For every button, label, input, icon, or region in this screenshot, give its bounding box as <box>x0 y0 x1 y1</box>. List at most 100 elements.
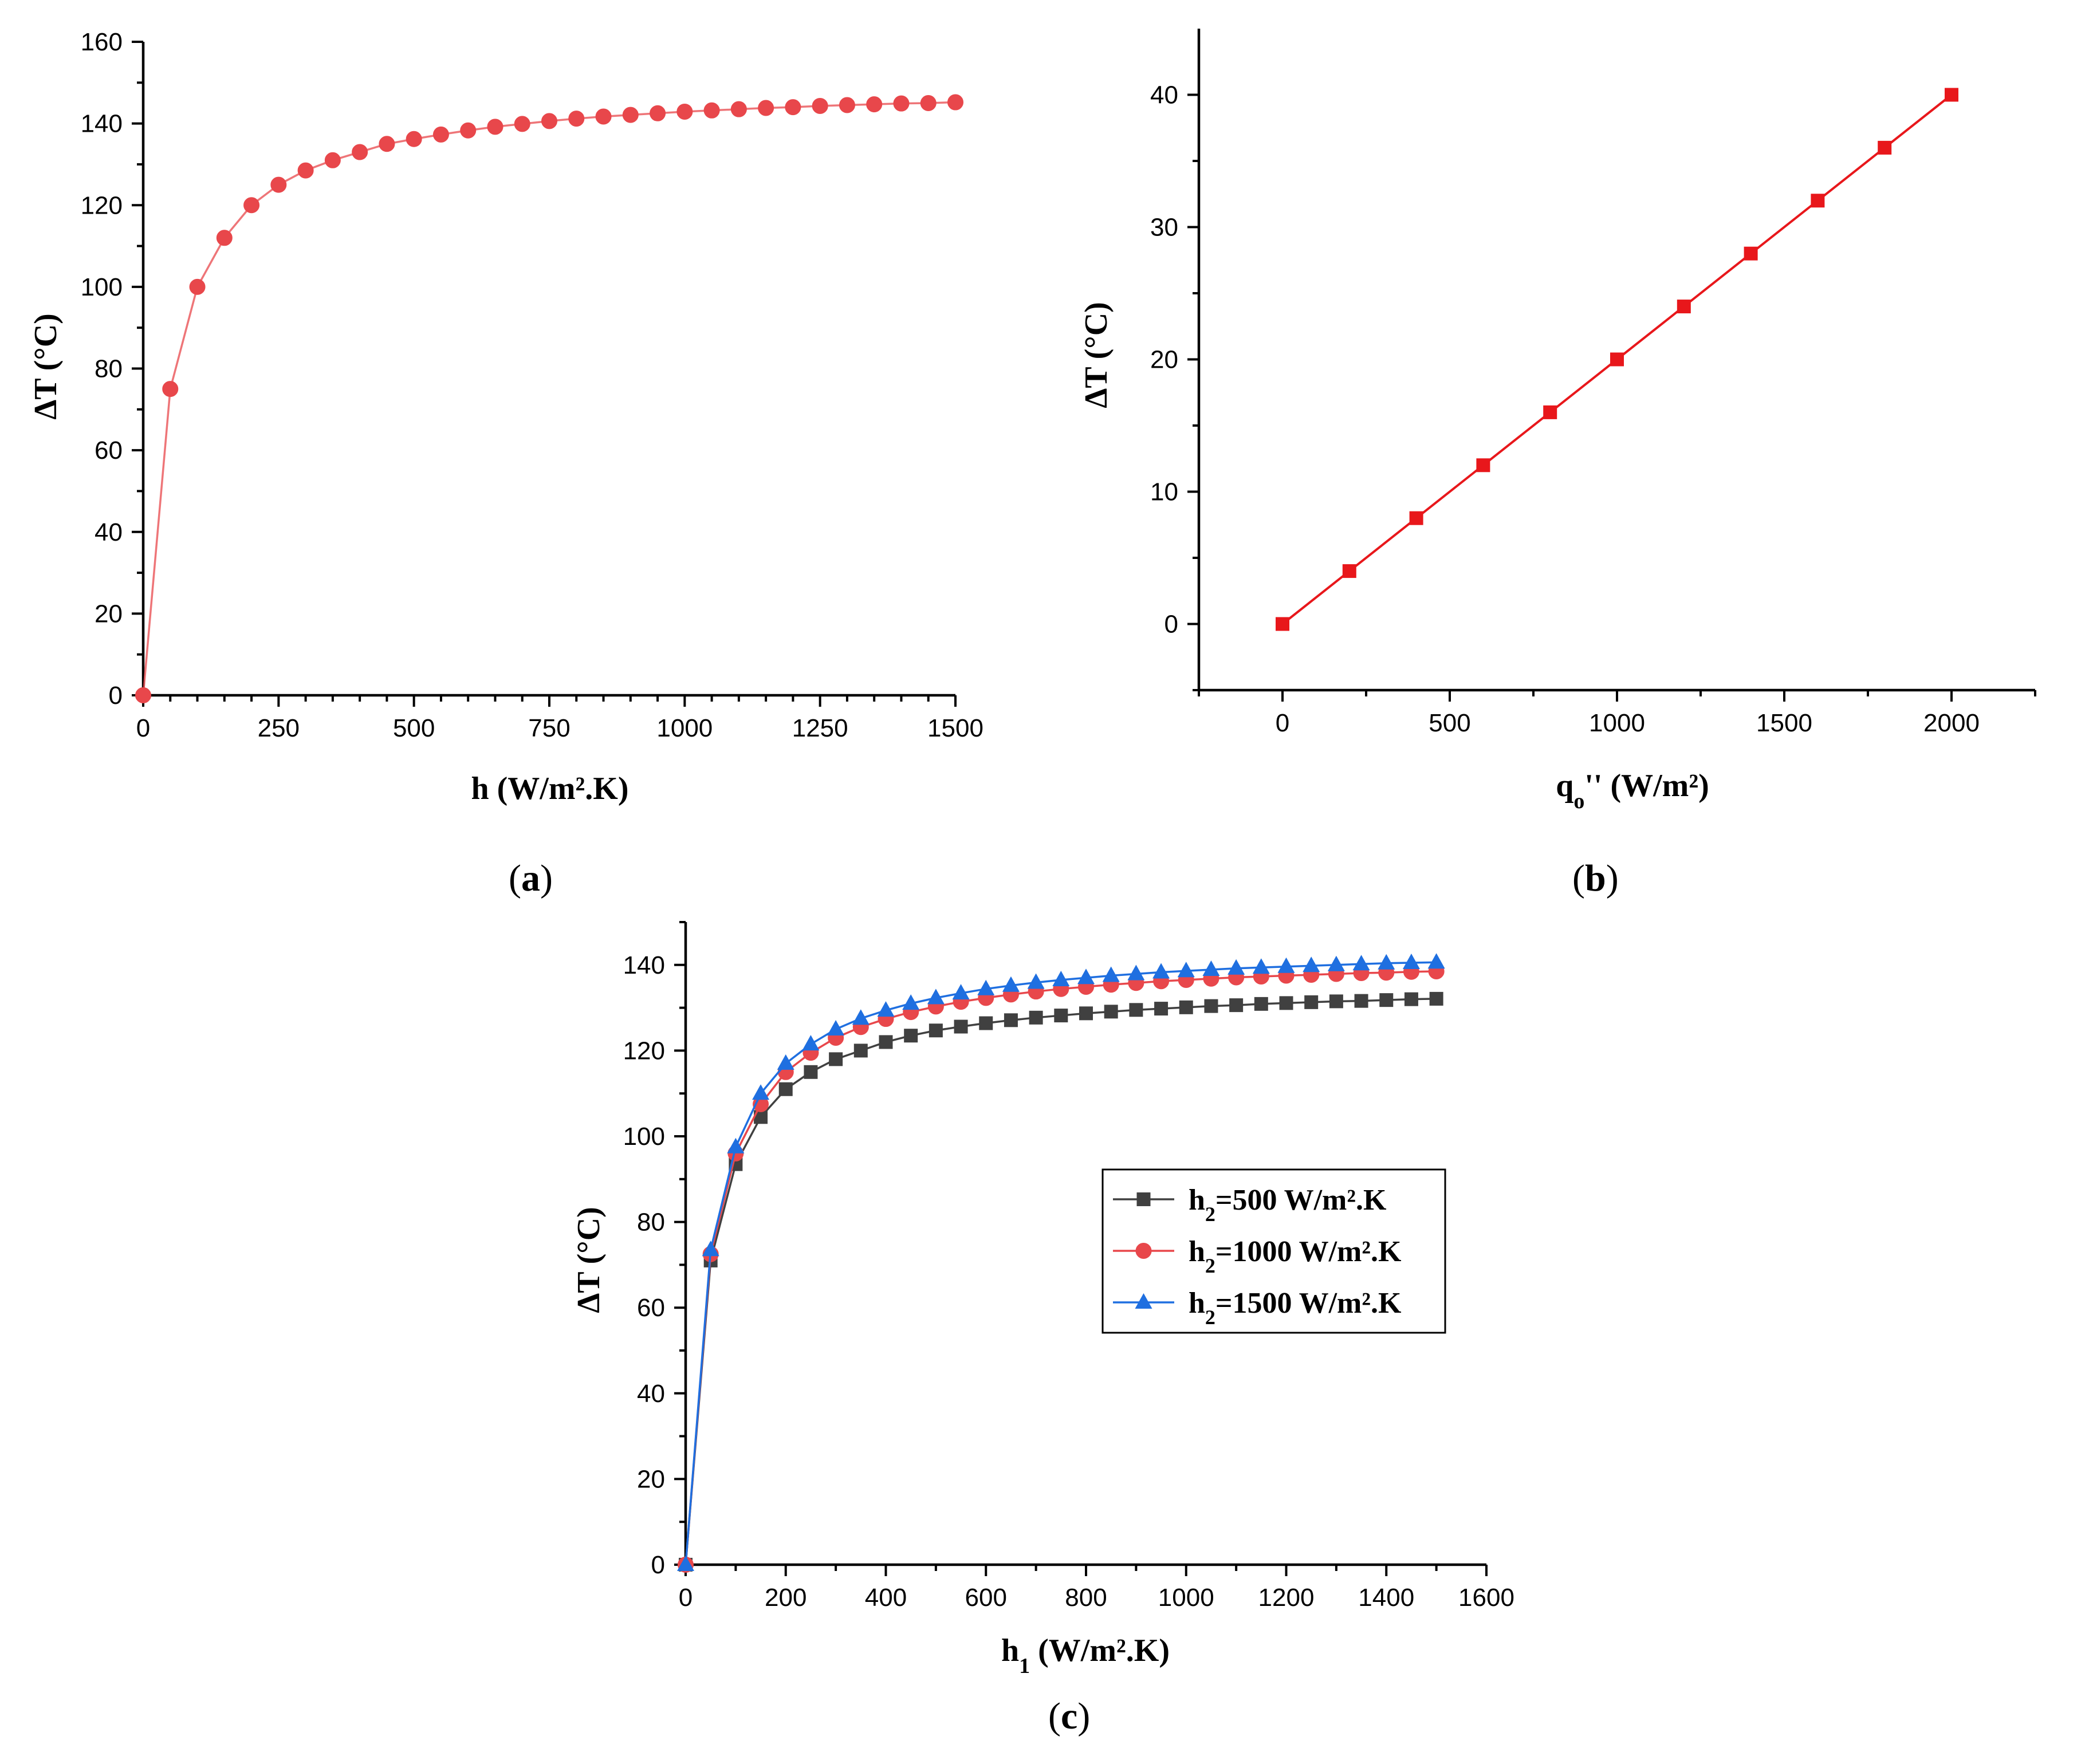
series-line-0 <box>142 101 956 696</box>
data-point <box>1228 959 1245 975</box>
data-point <box>1327 955 1345 971</box>
data-point <box>702 1241 719 1257</box>
data-point <box>568 111 585 127</box>
chart-c: 0 200 400 600 800 1000 1200 1400 1600 0 20 40 60 80 10… <box>571 921 1514 1737</box>
data-point <box>929 1023 943 1038</box>
x-tick-label: 500 <box>393 714 435 742</box>
data-point <box>1677 300 1691 314</box>
data-point <box>1811 194 1825 208</box>
data-point <box>189 278 206 295</box>
data-point <box>1352 955 1370 971</box>
y-tick-label: 0 <box>109 682 123 710</box>
data-point <box>1277 957 1295 973</box>
data-point <box>1127 964 1145 981</box>
data-point <box>1279 996 1293 1010</box>
y-tick-label: 10 <box>1150 478 1178 506</box>
data-point <box>852 1009 870 1025</box>
y-tick-label: 20 <box>95 600 123 628</box>
data-point <box>1079 1006 1093 1021</box>
data-point <box>541 113 557 129</box>
legend-entry-2: h2=1500 W/m².K <box>1189 1287 1402 1329</box>
x-tick-label: 2000 <box>1923 709 1980 737</box>
y-tick-label: 120 <box>623 1037 665 1065</box>
y-axis-label: ΔT (°C) <box>1079 302 1114 408</box>
data-point <box>243 197 260 214</box>
data-point <box>1329 994 1343 1009</box>
y-tick-label: 20 <box>637 1465 665 1493</box>
legend-marker <box>1136 1192 1151 1206</box>
data-point <box>1029 1010 1043 1025</box>
data-point <box>1354 994 1368 1008</box>
x-tick-label: 600 <box>965 1584 1007 1612</box>
data-point <box>752 1084 770 1100</box>
y-tick-label: 100 <box>81 273 123 301</box>
data-point <box>1744 246 1758 261</box>
data-point <box>1027 973 1045 989</box>
data-point <box>1052 970 1070 986</box>
data-point <box>1179 1000 1193 1014</box>
y-tick-label: 160 <box>81 28 123 56</box>
x-tick-label: 0 <box>136 714 150 742</box>
data-point <box>866 96 883 113</box>
data-point <box>595 108 612 125</box>
data-point <box>1342 564 1356 578</box>
data-point <box>802 1035 820 1051</box>
y-tick-label: 40 <box>637 1380 665 1408</box>
data-point <box>879 1035 893 1049</box>
legend-marker <box>1135 1293 1152 1309</box>
x-axis-label: qo'' (W/m²) <box>1556 768 1709 813</box>
data-point <box>1945 88 1958 102</box>
data-point <box>703 102 720 119</box>
data-point <box>1304 995 1319 1009</box>
caption-b: (b) <box>1572 857 1619 899</box>
data-point <box>1254 997 1268 1011</box>
data-point <box>352 144 368 160</box>
y-tick-label: 20 <box>1150 346 1178 374</box>
y-tick-label: 120 <box>81 191 123 219</box>
data-point <box>1054 1009 1068 1023</box>
data-point <box>1543 405 1557 419</box>
data-point <box>827 1020 845 1035</box>
data-point <box>514 116 530 132</box>
data-point <box>1154 1002 1169 1016</box>
data-point <box>1409 511 1423 525</box>
data-point <box>1202 960 1220 976</box>
data-point <box>1476 458 1490 472</box>
data-point <box>1152 963 1170 979</box>
data-point <box>650 105 666 121</box>
x-axis-label: h1 (W/m².K) <box>1001 1633 1170 1678</box>
y-tick-label: 140 <box>623 951 665 979</box>
data-point <box>829 1052 843 1066</box>
y-tick-label: 80 <box>95 355 123 383</box>
data-point <box>1429 991 1443 1006</box>
data-point <box>1129 1003 1143 1017</box>
data-point <box>1878 140 1892 155</box>
data-point <box>1229 998 1244 1013</box>
data-point <box>406 131 422 147</box>
x-tick-label: 200 <box>765 1584 807 1612</box>
data-point <box>677 1556 694 1571</box>
y-axis-label: ΔT (°C) <box>571 1207 607 1313</box>
data-point <box>893 95 910 112</box>
y-tick-label: 80 <box>637 1208 665 1237</box>
data-point <box>432 126 449 143</box>
x-tick-label: 1000 <box>1158 1584 1214 1612</box>
x-tick-label: 1250 <box>792 714 848 742</box>
data-point <box>804 1065 818 1079</box>
data-point <box>1427 953 1445 969</box>
data-point <box>1252 958 1270 974</box>
data-point <box>853 1044 868 1058</box>
y-tick-label: 60 <box>637 1294 665 1322</box>
x-tick-label: 400 <box>865 1584 907 1612</box>
y-tick-label: 0 <box>1165 611 1178 639</box>
x-tick-label: 1500 <box>1756 709 1812 737</box>
data-point <box>954 1019 968 1034</box>
x-tick-label: 1200 <box>1258 1584 1315 1612</box>
x-tick-label: 800 <box>1065 1584 1107 1612</box>
x-tick-label: 1400 <box>1358 1584 1414 1612</box>
data-point <box>1303 956 1320 972</box>
y-tick-label: 60 <box>95 436 123 464</box>
data-point <box>904 1029 918 1043</box>
data-point <box>487 119 503 135</box>
